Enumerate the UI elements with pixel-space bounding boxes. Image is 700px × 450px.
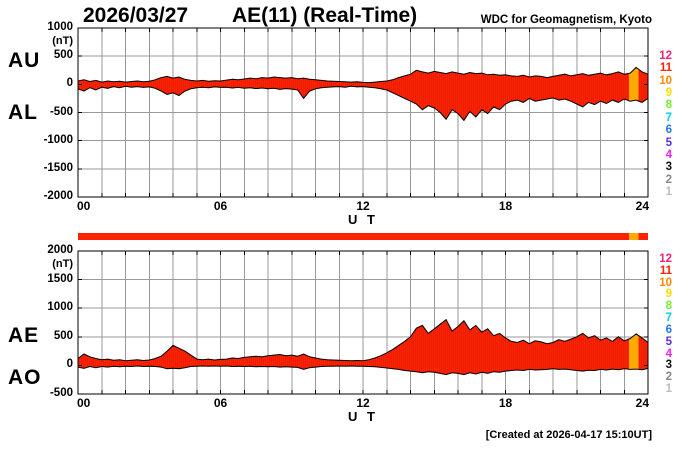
y-tick-label: 1000 (47, 21, 73, 33)
station-count-label: 8 (665, 99, 672, 111)
station-count-label: 12 (659, 253, 672, 265)
x-tick-label: 12 (356, 396, 370, 410)
y-tick-label: -1500 (43, 162, 73, 174)
y-tick-label: -500 (49, 106, 73, 118)
y-tick-label: 0 (66, 77, 73, 89)
x-tick-label: 24 (635, 396, 649, 410)
date-title: 2026/03/27 (83, 4, 189, 27)
panel-label-au: AU (8, 49, 41, 72)
axis-unit-label: (nT) (52, 35, 73, 47)
axis-unit-label: (nT) (52, 258, 73, 270)
y-tick-label: -1000 (43, 134, 73, 146)
station-count-label: 9 (665, 288, 672, 300)
station-count-label: 11 (659, 265, 672, 277)
quality-bar-segment (78, 233, 629, 240)
page-title: AE(11) (Real-Time) (232, 4, 418, 27)
panel-label-ae: AE (8, 324, 40, 347)
station-count-label: 6 (665, 324, 672, 336)
au-al-chart (77, 27, 649, 198)
station-count-label: 7 (665, 312, 672, 324)
x-axis-label: U T (348, 212, 378, 227)
station-count-label: 3 (665, 359, 672, 371)
x-tick-label: 12 (356, 199, 370, 213)
quality-bar (78, 233, 648, 240)
x-tick-label: 00 (77, 396, 91, 410)
station-count-label: 11 (659, 62, 672, 74)
station-count-label: 1 (665, 186, 672, 198)
org-label: WDC for Geomagnetism, Kyoto (480, 14, 652, 26)
station-count-label: 1 (665, 383, 672, 395)
station-count-label: 10 (659, 75, 672, 87)
y-tick-label: 500 (53, 49, 73, 61)
y-tick-label: 500 (53, 330, 73, 342)
panel-label-al: AL (8, 101, 38, 124)
quality-bar-segment (629, 233, 639, 240)
station-count-label: 10 (659, 277, 672, 289)
station-count-label: 7 (665, 112, 672, 124)
station-count-label: 4 (665, 149, 672, 161)
created-timestamp: [Created at 2026-04-17 15:10UT] (485, 429, 652, 441)
station-count-label: 12 (659, 50, 672, 62)
y-tick-label: 1500 (47, 273, 73, 285)
x-tick-label: 18 (498, 396, 513, 410)
y-tick-label: 2000 (47, 244, 73, 256)
station-count-label: 3 (665, 161, 672, 173)
y-tick-label: -2000 (43, 190, 73, 202)
station-count-label: 9 (665, 87, 672, 99)
y-tick-label: 0 (66, 358, 73, 370)
x-tick-label: 06 (213, 396, 228, 410)
station-count-label: 5 (665, 336, 672, 348)
station-count-label: 8 (665, 300, 672, 312)
x-tick-label: 24 (635, 199, 649, 213)
y-tick-label: 1000 (47, 301, 73, 313)
station-count-label: 5 (665, 137, 672, 149)
x-axis-label: U T (348, 409, 378, 424)
x-tick-label: 18 (498, 199, 513, 213)
station-count-label: 6 (665, 124, 672, 136)
ae-ao-chart (77, 250, 649, 395)
station-count-label: 4 (665, 348, 672, 360)
x-tick-label: 06 (213, 199, 228, 213)
y-tick-label: -500 (49, 387, 73, 399)
panel-label-ao: AO (8, 366, 42, 389)
quality-bar-segment (638, 233, 648, 240)
station-count-label: 2 (665, 174, 672, 186)
station-count-label: 2 (665, 371, 672, 383)
x-tick-label: 00 (77, 199, 91, 213)
